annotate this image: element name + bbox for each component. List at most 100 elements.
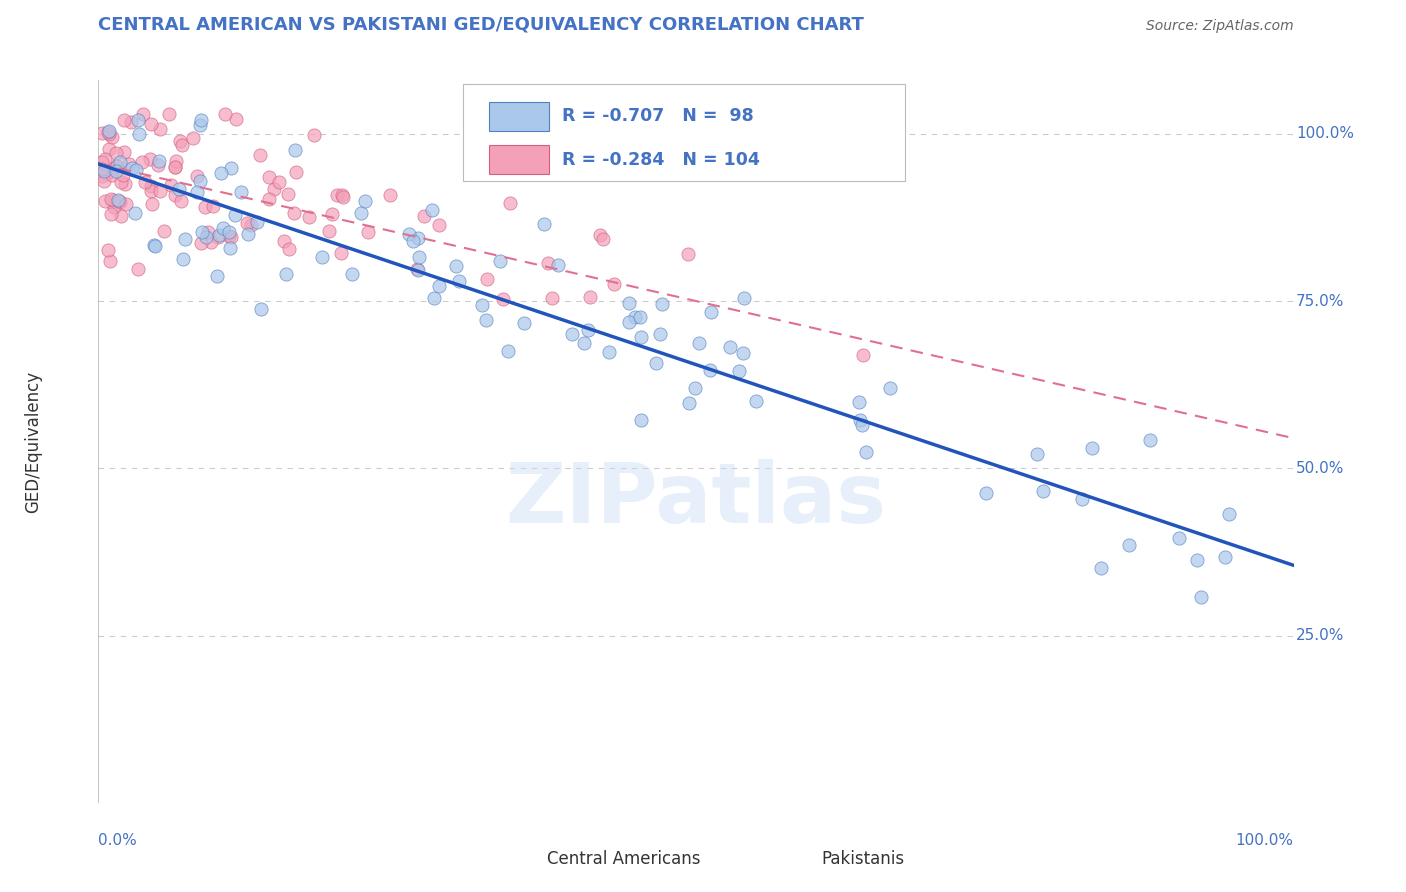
Point <box>91 169 114 183</box>
Point <box>250 301 273 316</box>
Point <box>107 193 129 207</box>
Point <box>598 345 620 359</box>
Point <box>112 113 135 128</box>
Point <box>727 364 749 378</box>
Point <box>101 193 124 207</box>
Point <box>498 195 520 210</box>
Text: 50.0%: 50.0% <box>1296 461 1344 475</box>
Point <box>263 182 285 196</box>
Point <box>224 208 246 222</box>
Point <box>97 142 120 156</box>
Point <box>231 185 253 199</box>
Point <box>492 293 515 307</box>
Point <box>1168 531 1191 545</box>
Point <box>1139 433 1161 447</box>
Point <box>422 203 444 218</box>
Point <box>91 155 114 169</box>
Point <box>406 263 429 277</box>
FancyBboxPatch shape <box>489 145 548 174</box>
Point <box>218 225 240 239</box>
Point <box>851 418 873 433</box>
Point <box>678 396 700 410</box>
Point <box>427 218 450 232</box>
Point <box>165 161 187 175</box>
Point <box>1081 442 1104 456</box>
Point <box>277 243 299 257</box>
Point <box>285 164 308 178</box>
Point <box>221 230 243 244</box>
Point <box>498 343 520 358</box>
Point <box>114 178 136 192</box>
Point <box>139 178 162 193</box>
Point <box>208 227 231 242</box>
Point <box>91 126 114 140</box>
Point <box>114 197 136 211</box>
Point <box>588 228 610 243</box>
Point <box>141 196 163 211</box>
Point <box>974 486 997 500</box>
Point <box>124 206 146 220</box>
Point <box>103 200 125 214</box>
Point <box>134 175 156 189</box>
Point <box>1032 483 1054 498</box>
Point <box>236 216 259 230</box>
Point <box>852 348 875 362</box>
Point <box>297 210 319 224</box>
Point <box>246 215 269 229</box>
Point <box>207 229 229 244</box>
Point <box>108 194 131 209</box>
Point <box>471 298 494 312</box>
Point <box>190 235 212 250</box>
Point <box>718 340 741 354</box>
Point <box>537 256 560 270</box>
Point <box>195 230 218 244</box>
Text: GED/Equivalency: GED/Equivalency <box>24 370 42 513</box>
Point <box>172 252 194 266</box>
Point <box>191 225 214 239</box>
Point <box>167 182 190 196</box>
Point <box>200 235 222 249</box>
Point <box>188 118 211 132</box>
Point <box>120 114 142 128</box>
Text: 100.0%: 100.0% <box>1296 127 1354 141</box>
Point <box>326 188 349 202</box>
Point <box>357 225 380 239</box>
Point <box>699 363 721 377</box>
Point <box>304 128 326 142</box>
Text: 0.0%: 0.0% <box>98 833 138 848</box>
Point <box>700 305 723 319</box>
Point <box>402 235 425 249</box>
Point <box>630 413 652 427</box>
Point <box>276 267 298 281</box>
Point <box>576 322 599 336</box>
Text: CENTRAL AMERICAN VS PAKISTANI GED/EQUIVALENCY CORRELATION CHART: CENTRAL AMERICAN VS PAKISTANI GED/EQUIVA… <box>98 15 865 33</box>
Point <box>139 184 162 198</box>
Point <box>879 381 901 395</box>
Point <box>645 356 668 370</box>
Point <box>330 188 353 202</box>
Point <box>127 113 149 128</box>
Point <box>350 205 373 219</box>
Point <box>96 164 118 178</box>
Point <box>311 250 333 264</box>
Point <box>131 155 153 169</box>
Text: R = -0.284   N = 104: R = -0.284 N = 104 <box>562 151 761 169</box>
Point <box>110 175 132 189</box>
Point <box>111 168 134 182</box>
Point <box>143 239 166 253</box>
Point <box>159 178 181 192</box>
Point <box>848 395 870 409</box>
Point <box>97 125 120 139</box>
Point <box>444 259 467 273</box>
Point <box>212 221 235 235</box>
Point <box>533 217 555 231</box>
Point <box>157 107 180 121</box>
Point <box>236 227 259 241</box>
Point <box>153 224 176 238</box>
Point <box>572 336 595 351</box>
Point <box>201 199 224 213</box>
Point <box>267 175 290 189</box>
Point <box>93 164 115 178</box>
Point <box>332 189 354 203</box>
Text: 25.0%: 25.0% <box>1296 628 1344 643</box>
